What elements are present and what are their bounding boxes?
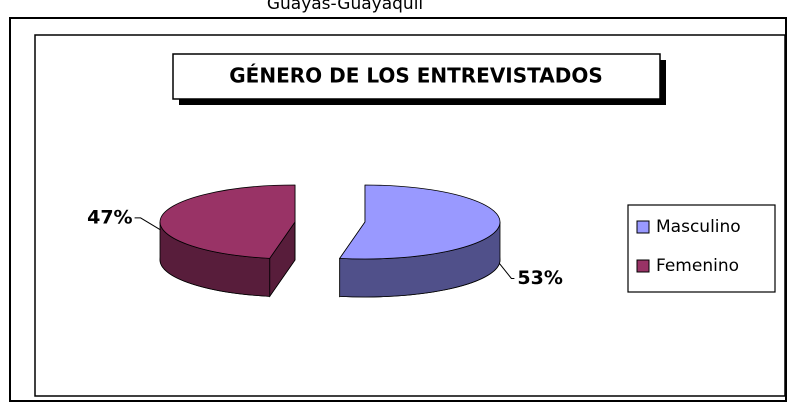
legend-label: Femenino [656, 256, 739, 276]
data-label: 53% [517, 267, 562, 289]
legend-swatch [636, 259, 650, 273]
slice-top [338, 184, 501, 260]
chart-title: GÉNERO DE LOS ENTREVISTADOS [229, 64, 602, 88]
legend-swatch [636, 220, 650, 234]
caption: Guayas-Guayaquil [267, 0, 423, 14]
title-box [172, 53, 661, 100]
slice-top [159, 184, 296, 259]
pie-slice [338, 184, 501, 298]
label-leader [499, 263, 515, 279]
data-label: 47% [87, 206, 132, 228]
pie-slice [159, 184, 296, 298]
legend-box [627, 204, 776, 293]
label-leader [134, 217, 161, 231]
legend-label: Masculino [656, 217, 741, 237]
outer-frame [9, 17, 787, 402]
